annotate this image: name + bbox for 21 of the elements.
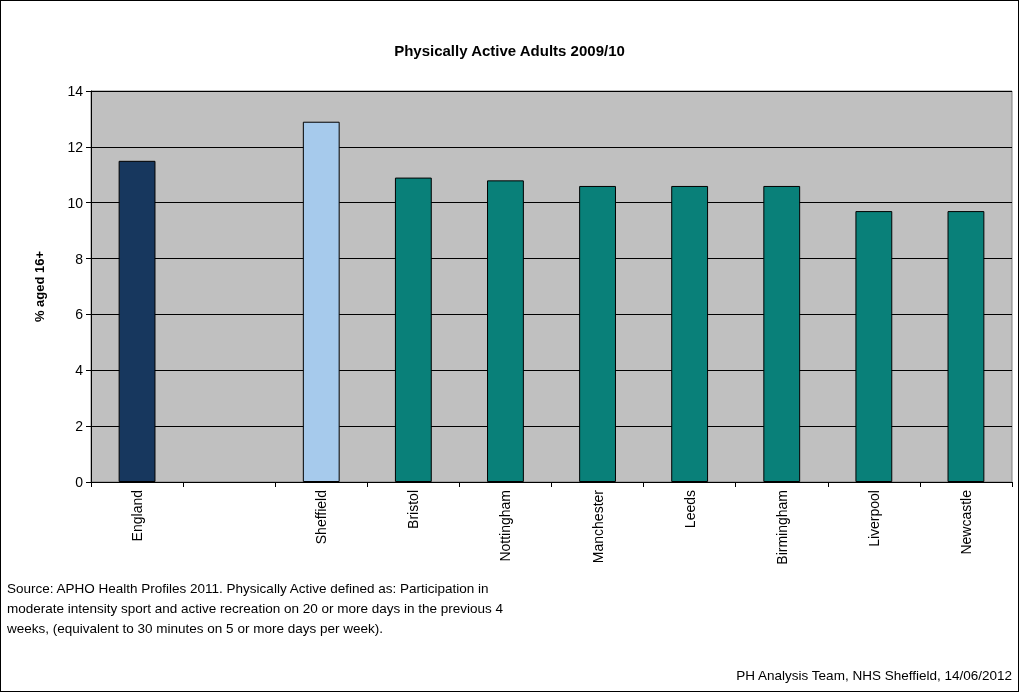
chart-title: Physically Active Adults 2009/10 [394, 42, 625, 59]
x-tick-label: Bristol [405, 490, 422, 529]
x-tick-label: Liverpool [865, 490, 882, 547]
y-tick-label: 10 [67, 194, 84, 211]
text: PH Analysis Team, NHS Sheffield, 14/06/2012 [736, 668, 1012, 683]
x-tick-label: Birmingham [773, 490, 790, 565]
x-tick-label: Leeds [681, 490, 698, 529]
y-tick-label: 14 [67, 83, 84, 99]
y-axis-title: % aged 16+ [32, 250, 47, 323]
y-tick-label: 6 [75, 306, 84, 323]
x-tick-label: Nottingham [497, 490, 514, 562]
y-tick-label: 8 [75, 250, 84, 267]
x-tick-label: England [129, 490, 146, 542]
x-tick-label: Newcastle [957, 489, 974, 555]
y-tick-label: 4 [75, 362, 84, 379]
y-tick-label: 2 [75, 418, 84, 435]
source-note: Source: APHO Health Profiles 2011. Physically Active defined as: Participation in moderate intensity sport and active recreation on 20 or more days in the previous 4 weeks, (equivalent to 30 minutes on 5 or more days per week). [7, 580, 505, 638]
y-tick-label: 12 [67, 138, 84, 155]
x-tick-label: Manchester [589, 489, 606, 564]
y-tick-label: 0 [75, 474, 84, 490]
x-tick-label: Sheffield [313, 490, 330, 545]
